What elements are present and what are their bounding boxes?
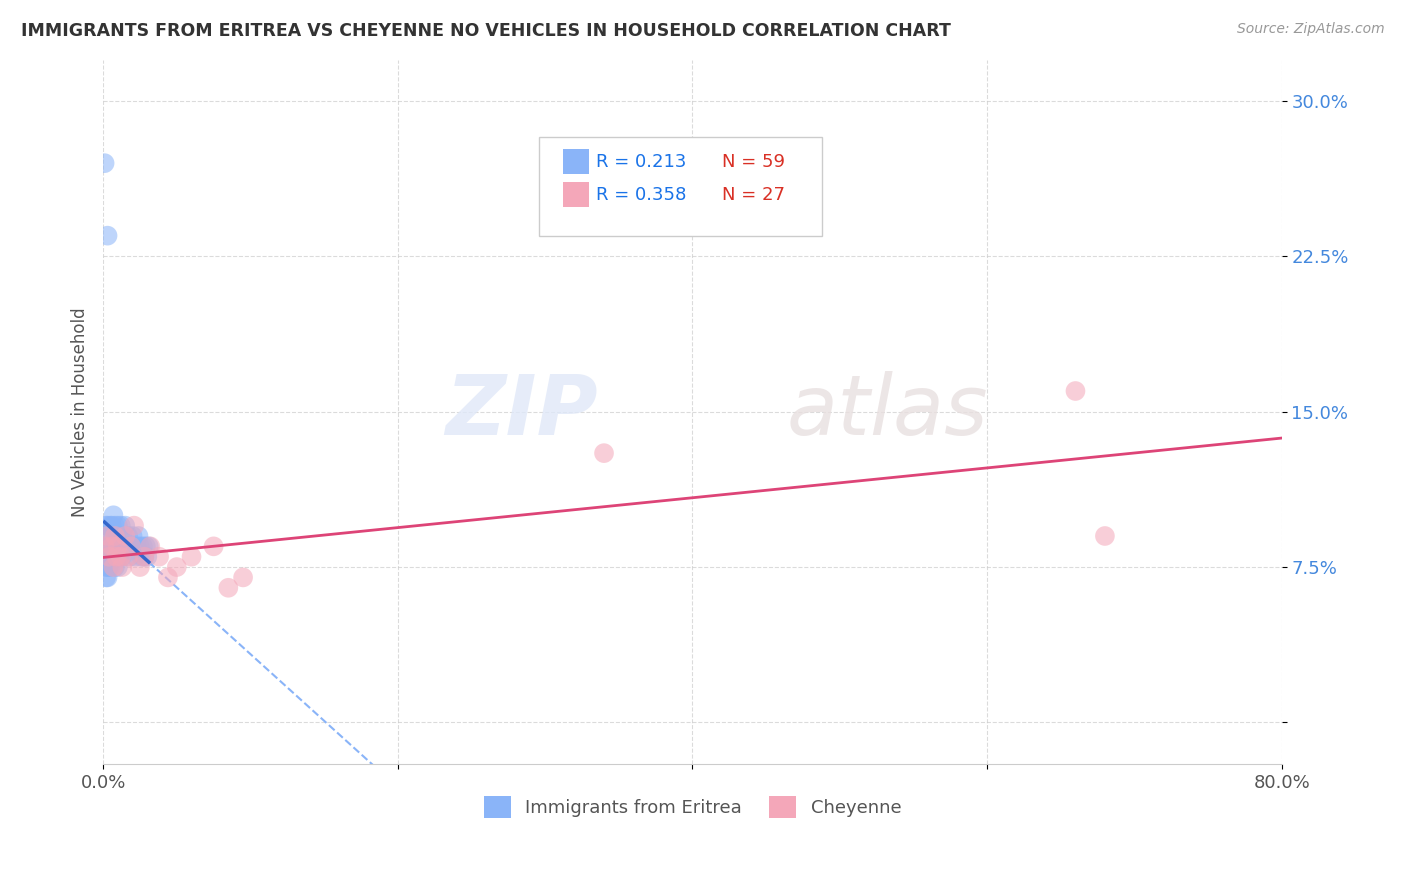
Point	[111, 560, 134, 574]
Point	[107, 539, 129, 553]
Text: R = 0.358: R = 0.358	[596, 186, 686, 203]
Point	[114, 529, 136, 543]
Point	[104, 518, 127, 533]
Point	[112, 539, 135, 553]
Point	[122, 518, 145, 533]
Text: Source: ZipAtlas.com: Source: ZipAtlas.com	[1237, 22, 1385, 37]
Point	[96, 560, 118, 574]
Point	[100, 518, 122, 533]
Bar	[562, 183, 589, 207]
Point	[138, 539, 160, 553]
Point	[132, 539, 155, 553]
Point	[166, 560, 188, 574]
Point	[105, 549, 128, 564]
Point	[93, 539, 115, 553]
Point	[115, 539, 138, 553]
Point	[98, 549, 121, 564]
Point	[104, 529, 127, 543]
Point	[110, 549, 132, 564]
Point	[136, 549, 159, 564]
Point	[104, 560, 127, 574]
Point	[98, 560, 121, 574]
Point	[103, 529, 125, 543]
Point	[110, 518, 132, 533]
Point	[134, 549, 156, 564]
Point	[101, 539, 124, 553]
Legend: Immigrants from Eritrea, Cheyenne: Immigrants from Eritrea, Cheyenne	[477, 789, 908, 825]
Point	[100, 560, 122, 574]
Point	[120, 539, 142, 553]
Point	[108, 529, 131, 543]
Point	[104, 539, 127, 553]
Point	[180, 549, 202, 564]
Point	[108, 549, 131, 564]
Point	[93, 156, 115, 170]
Point	[124, 549, 146, 564]
Y-axis label: No Vehicles in Household: No Vehicles in Household	[72, 307, 89, 516]
Point	[94, 518, 117, 533]
Point	[96, 228, 118, 243]
Point	[110, 539, 132, 553]
Point	[129, 560, 152, 574]
Point	[217, 581, 239, 595]
Point	[1064, 384, 1087, 398]
Point	[94, 549, 117, 564]
Point	[111, 549, 134, 564]
Point	[105, 529, 128, 543]
Point	[129, 539, 152, 553]
Point	[96, 539, 118, 553]
Point	[122, 539, 145, 553]
Point	[94, 560, 117, 574]
Bar	[562, 149, 589, 174]
Point	[121, 529, 143, 543]
Point	[135, 539, 157, 553]
Text: R = 0.213: R = 0.213	[596, 153, 686, 170]
Point	[103, 560, 125, 574]
Point	[107, 539, 129, 553]
Point	[127, 529, 149, 543]
Point	[96, 570, 118, 584]
Point	[156, 570, 179, 584]
Point	[100, 549, 122, 564]
Point	[107, 560, 129, 574]
Point	[96, 518, 118, 533]
Point	[98, 529, 121, 543]
Text: N = 59: N = 59	[721, 153, 785, 170]
Point	[96, 529, 118, 543]
Point	[118, 549, 141, 564]
Point	[93, 539, 115, 553]
Point	[93, 529, 115, 543]
Point	[117, 529, 139, 543]
Text: N = 27: N = 27	[721, 186, 785, 203]
Point	[101, 539, 124, 553]
Point	[105, 549, 128, 564]
Point	[120, 539, 142, 553]
Point	[98, 549, 121, 564]
Text: atlas: atlas	[787, 371, 988, 452]
Point	[125, 539, 148, 553]
Point	[139, 539, 162, 553]
Point	[100, 539, 122, 553]
Point	[114, 518, 136, 533]
Text: IMMIGRANTS FROM ERITREA VS CHEYENNE NO VEHICLES IN HOUSEHOLD CORRELATION CHART: IMMIGRANTS FROM ERITREA VS CHEYENNE NO V…	[21, 22, 950, 40]
Point	[134, 549, 156, 564]
Point	[148, 549, 170, 564]
Point	[93, 549, 115, 564]
FancyBboxPatch shape	[540, 137, 823, 235]
Point	[131, 549, 153, 564]
Point	[232, 570, 254, 584]
Point	[94, 570, 117, 584]
Point	[103, 549, 125, 564]
Point	[1094, 529, 1116, 543]
Text: ZIP: ZIP	[446, 371, 598, 452]
Point	[202, 539, 225, 553]
Point	[101, 518, 124, 533]
Point	[101, 549, 124, 564]
Point	[107, 518, 129, 533]
Point	[103, 508, 125, 523]
Point	[111, 529, 134, 543]
Point	[117, 549, 139, 564]
Point	[593, 446, 616, 460]
Point	[96, 549, 118, 564]
